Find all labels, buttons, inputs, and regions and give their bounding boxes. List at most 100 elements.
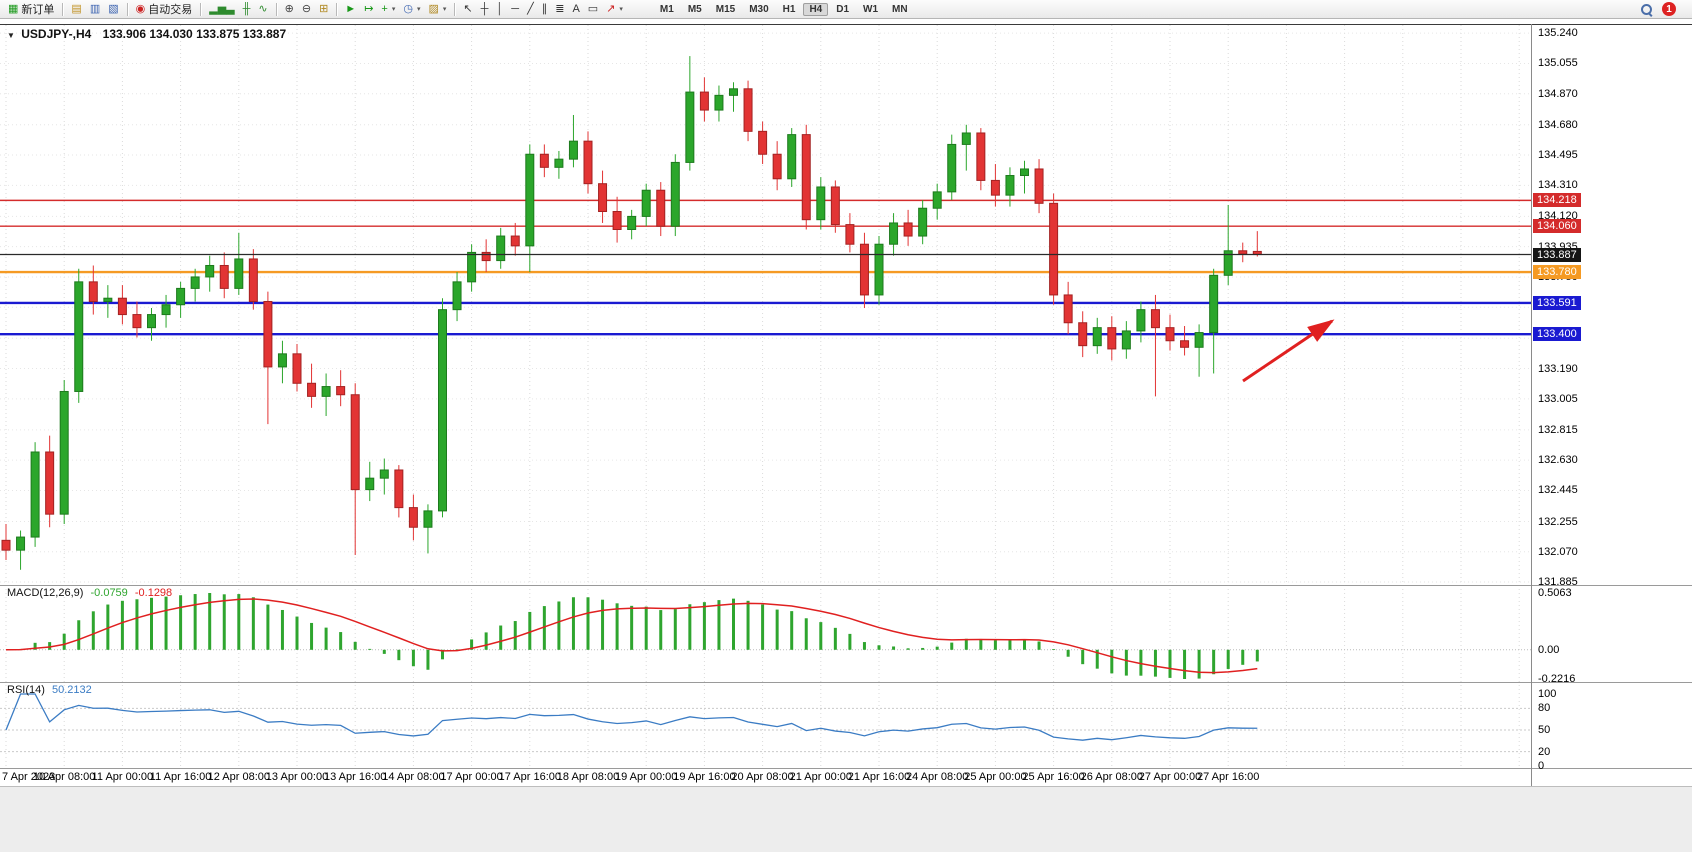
time-axis[interactable]: 7 Apr 2023 10 Apr 08:00 11 Apr 00:00 11 Apr…: [0, 769, 1532, 786]
indicators-button[interactable]: + ▾: [377, 2, 399, 17]
chart-shift-button[interactable]: ↦: [360, 2, 377, 17]
bar-chart-button[interactable]: ▂▅▃: [205, 2, 238, 17]
auto-scroll-button[interactable]: ►: [341, 2, 360, 17]
time-axis-label: 11 Apr 00:00: [91, 771, 154, 783]
rsi-axis-label: 0: [1538, 760, 1545, 772]
window-footer: [0, 786, 1692, 852]
new-order-icon: ▦: [8, 2, 19, 15]
arrows-button[interactable]: ↗ ▾: [602, 2, 627, 17]
price-axis-label: 132.815: [1538, 423, 1578, 436]
price-axis-label: 134.680: [1538, 118, 1578, 131]
time-axis-label: 19 Apr 00:00: [614, 771, 678, 783]
crosshair-icon: ┼: [480, 2, 489, 15]
new-order-button[interactable]: ▦ 新订单: [4, 2, 58, 17]
chart-overlays: ▼ USDJPY-,H4 133.906 134.030 133.875 133…: [0, 0, 1692, 786]
auto-scroll-icon: ►: [345, 2, 357, 15]
timeframe-h4-button[interactable]: H4: [803, 2, 829, 16]
line-chart-icon: ∿: [258, 2, 268, 15]
autotrade-icon: ◉: [135, 2, 146, 15]
chart-shift-icon: ↦: [364, 2, 374, 15]
line-chart-button[interactable]: ∿: [254, 2, 271, 17]
macd-axis-zero: 0.00: [1538, 643, 1560, 656]
price-line-tag: 133.591: [1533, 295, 1581, 310]
price-axis[interactable]: 135.240 135.055 134.870 134.680 134.495 134.3…: [1532, 0, 1692, 786]
rsi-axis-label: 20: [1538, 745, 1551, 758]
time-axis-label: 17 Apr 00:00: [440, 771, 503, 783]
trend-arrow[interactable]: [1242, 319, 1335, 383]
price-axis-label: 134.310: [1538, 179, 1578, 192]
fibonacci-button[interactable]: ≣: [551, 2, 568, 17]
bar-chart-icon: ▂▅▃: [209, 2, 235, 15]
text-button[interactable]: A: [568, 2, 583, 17]
time-axis-label: 27 Apr 16:00: [1196, 771, 1260, 783]
current-price-tag: 133.887: [1533, 247, 1581, 262]
price-axis-label: 132.070: [1538, 545, 1578, 558]
navigator-icon: ▧: [108, 2, 119, 15]
templates-button-caret: ▾: [442, 6, 447, 13]
tile-windows-button[interactable]: ⊞: [315, 2, 332, 17]
arrows-button-caret: ▾: [619, 6, 623, 13]
toolbar-separator: [126, 2, 128, 16]
notification-badge[interactable]: 1: [1662, 2, 1676, 16]
time-axis-label: 12 Apr 08:00: [207, 771, 270, 783]
fibonacci-icon: ≣: [555, 2, 565, 15]
rsi-axis-label: 100: [1538, 688, 1557, 700]
zoom-in-button[interactable]: ⊕: [281, 2, 298, 17]
toolbar-separator: [62, 2, 64, 16]
timeframe-h1-button[interactable]: H1: [782, 3, 796, 15]
rsi-axis-label: 80: [1538, 702, 1551, 715]
time-axis-label: 20 Apr 08:00: [731, 771, 794, 783]
cursor-button[interactable]: ↖: [459, 2, 476, 17]
charts-window-button[interactable]: ▥: [86, 2, 104, 17]
price-axis-label: 135.240: [1538, 27, 1578, 40]
autotrade-button[interactable]: ◉ 自动交易: [132, 2, 197, 17]
macd-axis-min: -0.2216: [1538, 673, 1576, 685]
timeframe-m5-button[interactable]: M5: [687, 3, 702, 15]
candlestick-series: [1, 56, 1262, 570]
templates-button[interactable]: ▨ ▾: [424, 2, 450, 17]
label-icon: ▭: [587, 2, 599, 15]
chart-menu-icon[interactable]: ▼: [7, 31, 15, 40]
crosshair-button[interactable]: ┼: [477, 2, 493, 17]
price-axis-label: 134.870: [1538, 87, 1578, 100]
chart-symbol-period: USDJPY-,H4: [21, 27, 92, 41]
vertical-line-button[interactable]: │: [492, 2, 507, 17]
timeframe-w1-button[interactable]: W1: [863, 3, 879, 15]
periods-button[interactable]: ◷ ▾: [399, 2, 424, 17]
chart-ohlc: 133.906 134.030 133.875 133.887: [102, 27, 287, 41]
trendline-icon: ╱: [527, 2, 534, 15]
navigator-button[interactable]: ▧: [104, 2, 122, 17]
macd-histogram: [19, 593, 1259, 679]
market-watch-button[interactable]: ▤: [67, 2, 85, 17]
time-axis-label: 11 Apr 16:00: [149, 771, 212, 783]
channel-button[interactable]: ∥: [538, 2, 552, 17]
price-axis-label: 133.005: [1538, 392, 1578, 405]
timeframe-d1-button[interactable]: D1: [836, 3, 850, 15]
cursor-icon: ↖: [463, 2, 473, 15]
candlestick-chart-button[interactable]: ╫: [239, 2, 255, 17]
price-axis-label: 132.445: [1538, 484, 1578, 497]
trendline-button[interactable]: ╱: [523, 2, 538, 17]
toolbar-separator: [336, 2, 338, 16]
time-axis-label: 21 Apr 00:00: [789, 771, 852, 783]
zoom-out-button[interactable]: ⊖: [298, 2, 315, 17]
label-button[interactable]: ▭: [584, 2, 602, 17]
macd-panel-label: MACD(12,26,9) -0.0759 -0.1298: [7, 587, 176, 599]
toolbar-separator: [200, 2, 202, 16]
timeframe-mn-button[interactable]: MN: [892, 3, 908, 15]
price-line-tag: 133.780: [1533, 265, 1581, 280]
text-icon: A: [572, 2, 580, 15]
timeframe-m30-button[interactable]: M30: [749, 3, 769, 15]
chart-canvas[interactable]: [0, 0, 1692, 786]
market-watch-icon: ▤: [71, 2, 82, 15]
rsi-title: RSI(14): [7, 684, 45, 696]
timeframe-m15-button[interactable]: M15: [715, 3, 736, 15]
horizontal-line-button[interactable]: ─: [507, 2, 523, 17]
price-axis-label: 132.255: [1538, 515, 1578, 528]
time-axis-label: 19 Apr 16:00: [673, 771, 736, 783]
search-icon[interactable]: [1640, 3, 1653, 16]
macd-signal-line: [5, 598, 1258, 674]
macd-title: MACD(12,26,9): [7, 587, 84, 599]
arrows-icon: ↗: [606, 2, 616, 15]
timeframe-m1-button[interactable]: M1: [659, 3, 674, 15]
